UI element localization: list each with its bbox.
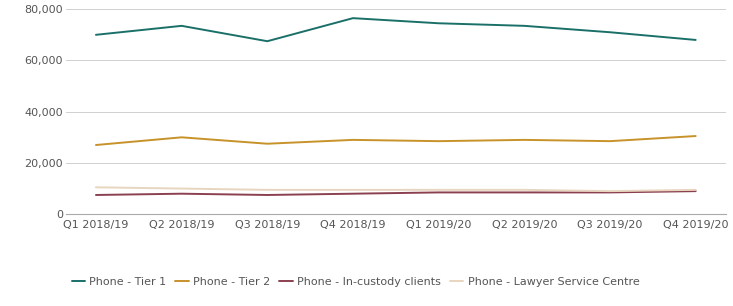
Phone - In-custody clients xyxy=(349,192,358,196)
Phone - Tier 2 xyxy=(177,136,186,139)
Phone - In-custody clients xyxy=(263,193,272,197)
Phone - Lawyer Service Centre xyxy=(691,188,700,192)
Phone - Tier 2 xyxy=(434,139,443,143)
Phone - Tier 1 xyxy=(691,38,700,42)
Phone - In-custody clients xyxy=(434,191,443,194)
Phone - Tier 2 xyxy=(691,134,700,138)
Phone - Tier 2 xyxy=(605,139,614,143)
Legend: Phone - Tier 1, Phone - Tier 2, Phone - In-custody clients, Phone - Lawyer Servi: Phone - Tier 1, Phone - Tier 2, Phone - … xyxy=(72,277,639,287)
Phone - Tier 1 xyxy=(263,39,272,43)
Phone - In-custody clients xyxy=(177,192,186,196)
Phone - In-custody clients xyxy=(92,193,100,197)
Line: Phone - Tier 2: Phone - Tier 2 xyxy=(96,136,696,145)
Phone - Lawyer Service Centre xyxy=(520,188,528,192)
Phone - Tier 2 xyxy=(92,143,100,147)
Phone - Lawyer Service Centre xyxy=(92,185,100,189)
Phone - Tier 1 xyxy=(349,16,358,20)
Phone - Lawyer Service Centre xyxy=(177,187,186,190)
Line: Phone - In-custody clients: Phone - In-custody clients xyxy=(96,191,696,195)
Phone - Lawyer Service Centre xyxy=(605,189,614,193)
Line: Phone - Tier 1: Phone - Tier 1 xyxy=(96,18,696,41)
Phone - Lawyer Service Centre xyxy=(434,188,443,192)
Phone - In-custody clients xyxy=(605,191,614,194)
Phone - Lawyer Service Centre xyxy=(263,188,272,192)
Phone - Tier 2 xyxy=(263,142,272,146)
Phone - Tier 1 xyxy=(520,24,528,28)
Phone - In-custody clients xyxy=(691,189,700,193)
Phone - Tier 2 xyxy=(349,138,358,142)
Phone - Tier 1 xyxy=(605,30,614,34)
Phone - Tier 1 xyxy=(92,33,100,37)
Phone - Tier 1 xyxy=(177,24,186,28)
Phone - In-custody clients xyxy=(520,191,528,194)
Phone - Lawyer Service Centre xyxy=(349,188,358,192)
Phone - Tier 1 xyxy=(434,21,443,25)
Phone - Tier 2 xyxy=(520,138,528,142)
Line: Phone - Lawyer Service Centre: Phone - Lawyer Service Centre xyxy=(96,187,696,191)
